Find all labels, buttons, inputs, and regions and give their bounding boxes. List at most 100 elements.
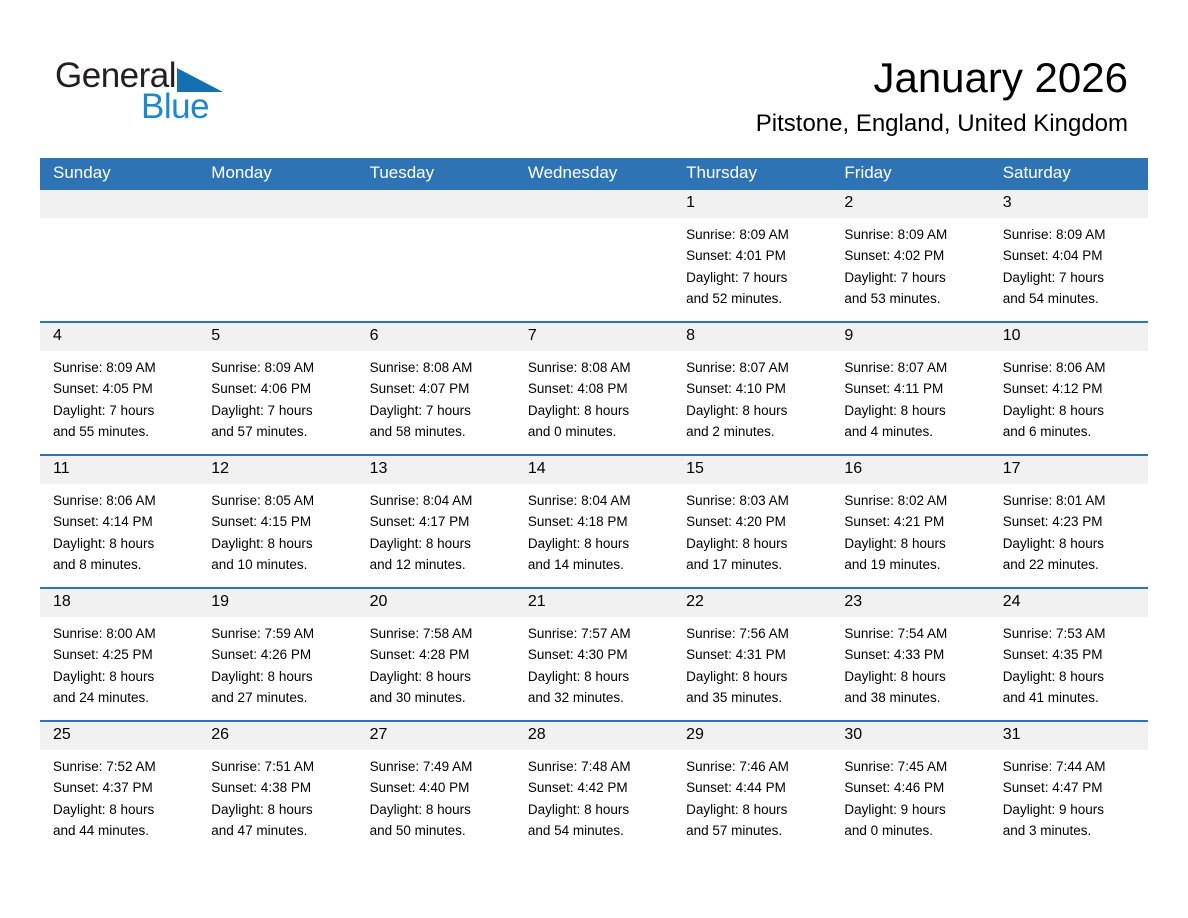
daylight-text-line2: and 6 minutes. (1002, 424, 1092, 440)
weekday-header-saturday: Saturday (1002, 163, 1071, 182)
sun-info: Sunrise: 8:05 AM Sunset: 4:15 PM Daylight:… (198, 484, 356, 576)
daylight-text-line1: Daylight: 8 hours (369, 801, 471, 817)
day-cell: 1 Sunrise: 8:09 AM Sunset: 4:01 PM Daylight… (673, 190, 832, 321)
daylight-text-line1: Daylight: 8 hours (844, 668, 946, 684)
week-row: 1 Sunrise: 8:09 AM Sunset: 4:01 PM Daylight… (40, 188, 1148, 321)
weekday-header-friday: Friday (844, 163, 892, 182)
sun-info: Sunrise: 8:03 AM Sunset: 4:20 PM Daylight:… (673, 484, 831, 576)
sunset-text: Sunset: 4:11 PM (844, 381, 944, 397)
sun-info: Sunrise: 8:09 AM Sunset: 4:01 PM Daylight:… (673, 218, 831, 310)
day-cell: 29 Sunrise: 7:46 AM Sunset: 4:44 PM Dayligh… (673, 722, 832, 853)
sun-info: Sunrise: 7:57 AM Sunset: 4:30 PM Daylight:… (515, 617, 673, 709)
daylight-text-line2: and 32 minutes. (527, 690, 624, 706)
sun-info: Sunrise: 8:01 AM Sunset: 4:23 PM Daylight:… (990, 484, 1148, 576)
day-cell: 7 Sunrise: 8:08 AM Sunset: 4:08 PM Daylight… (514, 323, 674, 454)
logo-text-blue: Blue (141, 87, 210, 126)
logo-text-general: General (55, 56, 177, 95)
day-cell: 19 Sunrise: 7:59 AM Sunset: 4:26 PM Dayligh… (198, 589, 357, 720)
sunset-text: Sunset: 4:01 PM (686, 248, 786, 264)
daylight-text-line1: Daylight: 8 hours (527, 668, 630, 684)
sunrise-text: Sunrise: 7:57 AM (527, 626, 631, 641)
sun-info: Sunrise: 8:08 AM Sunset: 4:07 PM Daylight:… (357, 351, 515, 443)
day-number: 1 (673, 190, 832, 218)
sunrise-text: Sunrise: 8:08 AM (369, 360, 473, 375)
daylight-text-line2: and 54 minutes. (527, 823, 624, 839)
sunrise-text: Sunrise: 8:06 AM (1002, 360, 1106, 375)
sunset-text: Sunset: 4:46 PM (844, 780, 945, 796)
day-number: 4 (40, 323, 199, 351)
weekday-header-row: Sunday Monday Tuesday Wednesday Thursday… (40, 158, 1148, 188)
daylight-text-line1: Daylight: 7 hours (1002, 269, 1104, 285)
day-cell: 25 Sunrise: 7:52 AM Sunset: 4:37 PM Dayligh… (40, 722, 199, 853)
sun-info: Sunrise: 8:00 AM Sunset: 4:25 PM Daylight:… (40, 617, 198, 709)
day-cell: 6 Sunrise: 8:08 AM Sunset: 4:07 PM Daylight… (356, 323, 515, 454)
day-number: 10 (989, 323, 1148, 351)
sun-info: Sunrise: 7:46 AM Sunset: 4:44 PM Daylight:… (673, 750, 831, 842)
day-number: 11 (40, 456, 199, 484)
day-cell: 15 Sunrise: 8:03 AM Sunset: 4:20 PM Dayligh… (673, 456, 832, 587)
empty-day-cell (514, 190, 674, 321)
daylight-text-line1: Daylight: 8 hours (211, 668, 313, 684)
daylight-text-line1: Daylight: 9 hours (844, 801, 946, 817)
sun-info: Sunrise: 7:45 AM Sunset: 4:46 PM Daylight:… (831, 750, 989, 842)
sun-info: Sunrise: 7:53 AM Sunset: 4:35 PM Daylight:… (990, 617, 1148, 709)
daylight-text-line1: Daylight: 7 hours (369, 402, 471, 418)
week-row: 25 Sunrise: 7:52 AM Sunset: 4:37 PM Dayligh… (40, 720, 1148, 853)
sunset-text: Sunset: 4:26 PM (211, 647, 312, 663)
daylight-text-line2: and 22 minutes. (1002, 557, 1099, 573)
sun-info: Sunrise: 7:58 AM Sunset: 4:28 PM Daylight:… (357, 617, 515, 709)
daylight-text-line2: and 35 minutes. (686, 690, 783, 706)
day-cell: 3 Sunrise: 8:09 AM Sunset: 4:04 PM Daylight… (989, 190, 1148, 321)
day-number: 27 (356, 722, 515, 750)
sunset-text: Sunset: 4:38 PM (211, 780, 312, 796)
daylight-text-line1: Daylight: 8 hours (527, 801, 630, 817)
day-number: 7 (514, 323, 674, 351)
day-cell: 28 Sunrise: 7:48 AM Sunset: 4:42 PM Dayligh… (514, 722, 674, 853)
sunrise-text: Sunrise: 8:09 AM (844, 227, 948, 242)
sunrise-text: Sunrise: 8:04 AM (527, 493, 631, 508)
sunrise-text: Sunrise: 8:02 AM (844, 493, 948, 508)
sunset-text: Sunset: 4:14 PM (53, 514, 153, 530)
daylight-text-line1: Daylight: 7 hours (211, 402, 313, 418)
daylight-text-line1: Daylight: 8 hours (369, 535, 471, 551)
day-number: 29 (673, 722, 832, 750)
day-cell: 21 Sunrise: 7:57 AM Sunset: 4:30 PM Dayligh… (514, 589, 674, 720)
sunrise-text: Sunrise: 8:08 AM (527, 360, 631, 375)
sunset-text: Sunset: 4:07 PM (369, 381, 470, 397)
daylight-text-line2: and 4 minutes. (844, 424, 933, 440)
sunset-text: Sunset: 4:23 PM (1002, 514, 1103, 530)
daylight-text-line1: Daylight: 7 hours (686, 269, 788, 285)
daylight-text-line2: and 44 minutes. (53, 823, 150, 839)
day-cell: 14 Sunrise: 8:04 AM Sunset: 4:18 PM Dayligh… (514, 456, 674, 587)
day-number (514, 190, 674, 218)
daylight-text-line1: Daylight: 8 hours (844, 535, 946, 551)
daylight-text-line1: Daylight: 8 hours (686, 801, 788, 817)
sunrise-text: Sunrise: 8:03 AM (686, 493, 789, 508)
sunrise-text: Sunrise: 8:05 AM (211, 493, 315, 508)
sunset-text: Sunset: 4:42 PM (527, 780, 628, 796)
day-cell: 5 Sunrise: 8:09 AM Sunset: 4:06 PM Daylight… (198, 323, 357, 454)
day-number: 22 (673, 589, 832, 617)
day-number: 3 (989, 190, 1148, 218)
day-number (40, 190, 199, 218)
sunrise-text: Sunrise: 7:59 AM (211, 626, 315, 641)
day-cell: 11 Sunrise: 8:06 AM Sunset: 4:14 PM Dayligh… (40, 456, 199, 587)
day-cell: 13 Sunrise: 8:04 AM Sunset: 4:17 PM Dayligh… (356, 456, 515, 587)
sunset-text: Sunset: 4:33 PM (844, 647, 945, 663)
daylight-text-line2: and 38 minutes. (844, 690, 941, 706)
daylight-text-line2: and 10 minutes. (211, 557, 308, 573)
sunset-text: Sunset: 4:47 PM (1002, 780, 1103, 796)
day-number: 6 (356, 323, 515, 351)
sunset-text: Sunset: 4:05 PM (53, 381, 153, 397)
daylight-text-line1: Daylight: 8 hours (53, 535, 155, 551)
sunset-text: Sunset: 4:02 PM (844, 248, 945, 264)
sunset-text: Sunset: 4:04 PM (1002, 248, 1103, 264)
day-cell: 31 Sunrise: 7:44 AM Sunset: 4:47 PM Dayligh… (989, 722, 1148, 853)
day-number: 13 (356, 456, 515, 484)
sun-info: Sunrise: 7:51 AM Sunset: 4:38 PM Daylight:… (198, 750, 356, 842)
sun-info: Sunrise: 7:54 AM Sunset: 4:33 PM Daylight:… (831, 617, 989, 709)
sun-info: Sunrise: 7:59 AM Sunset: 4:26 PM Daylight:… (198, 617, 356, 709)
daylight-text-line1: Daylight: 8 hours (527, 402, 630, 418)
sun-info: Sunrise: 8:09 AM Sunset: 4:06 PM Daylight:… (198, 351, 356, 443)
